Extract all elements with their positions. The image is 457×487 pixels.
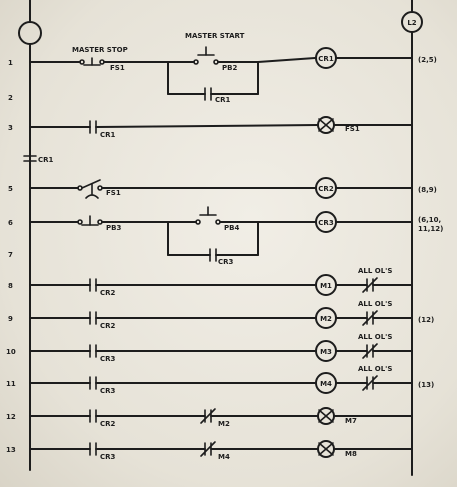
rung8-contact-label: CR2 [100,289,116,297]
l1-terminal [18,21,42,45]
pilot-lamp-fs1 [317,116,335,134]
rung-number: 3 [8,124,13,132]
stop-pb-terminal-a [79,59,85,65]
ol-note: ALL OL'S [358,333,392,341]
rung3-contact-label: CR1 [100,131,116,139]
rung1-ref: (2,5) [418,56,437,64]
lamp-fs1-label: FS1 [345,125,360,133]
rung-number: 1 [8,59,13,67]
branch6-label: CR3 [218,258,234,266]
ol-note: ALL OL'S [358,300,392,308]
rung-number: 9 [8,315,13,323]
branch1-label: CR1 [215,96,231,104]
rung11-contact-label: CR3 [100,387,116,395]
rung9-ref: (12) [418,316,434,324]
rung12-contact2-label: M2 [218,420,230,428]
stop-pb-label: FS1 [110,64,125,72]
coil-cr2-label: CR2 [318,185,334,193]
rung3-wire-b [95,124,319,128]
rung-number: 8 [8,282,13,290]
rung10-contact-label: CR3 [100,355,116,363]
rung5-ref: (8,9) [418,186,437,194]
l2-label: L2 [407,19,416,27]
pb4-terminal-a [195,219,201,225]
rung5-contact-label: FS1 [106,189,121,197]
master-stop-label: MASTER STOP [72,46,128,54]
rung-number: 11 [6,380,16,388]
float-switch-fs1 [77,179,103,199]
rung12-contact-label: CR2 [100,420,116,428]
pilot-lamp-m8 [317,440,335,458]
rung11-ref: (13) [418,381,434,389]
rung-number: 5 [8,185,13,193]
ol-note: ALL OL'S [358,365,392,373]
rung9-contact-label: CR2 [100,322,116,330]
rung6-ref: (6,10, [418,216,441,224]
coil-m4-label: M4 [320,380,332,388]
rung-number: 6 [8,219,13,227]
coil-m3-label: M3 [320,348,332,356]
rung-number: 10 [6,348,16,356]
coil-cr3-label: CR3 [318,219,334,227]
rung-number: 13 [6,446,16,454]
lamp-m7-label: M7 [345,417,357,425]
rung-number: 7 [8,251,13,259]
rung1-wire-e [257,57,316,63]
rung-number: 2 [8,94,13,102]
coil-m1-label: M1 [320,282,332,290]
rung-number: 12 [6,413,16,421]
rung13-contact2-label: M4 [218,453,230,461]
pb3-label: PB3 [106,224,121,232]
coil-cr1-label: CR1 [318,55,334,63]
coil-m2-label: M2 [320,315,332,323]
ol-note: ALL OL'S [358,267,392,275]
side-cr1-label: CR1 [38,156,54,164]
master-start-label: MASTER START [185,32,245,40]
pilot-lamp-m7 [317,407,335,425]
rung13-contact-label: CR3 [100,453,116,461]
start-pb-label: PB2 [222,64,237,72]
lamp-m8-label: M8 [345,450,357,458]
pb3-terminal-a [77,219,83,225]
rung6-ref-2: 11,12) [418,225,443,233]
pb4-label: PB4 [224,224,239,232]
